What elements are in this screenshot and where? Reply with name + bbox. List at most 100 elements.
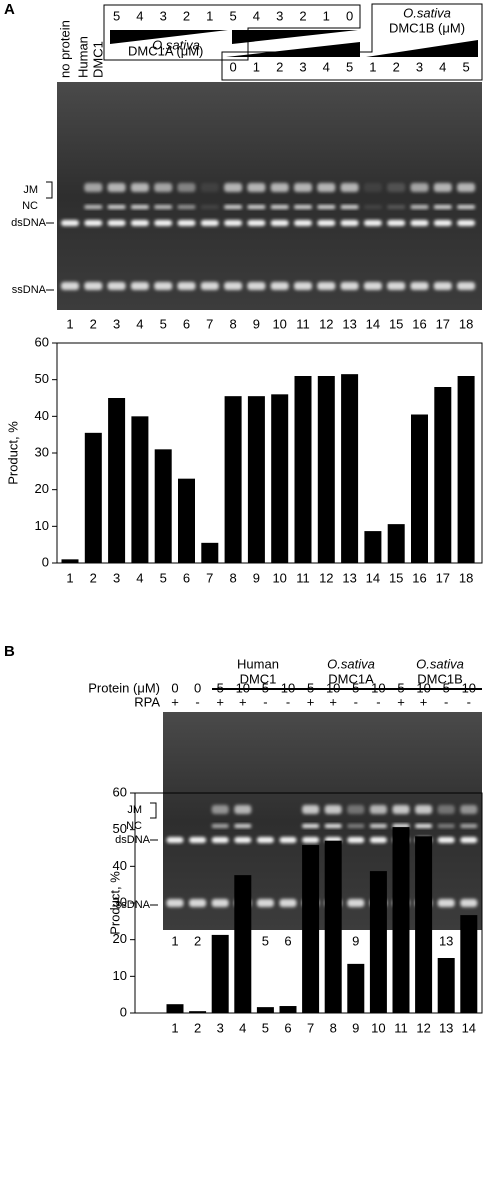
group-label: DMC1B [417,671,463,686]
conc-label: 5 [462,59,469,74]
y-tick-label: 10 [35,518,49,533]
band-ssdna [363,282,382,290]
x-tick-label: 15 [389,570,403,585]
band-jm [294,183,312,192]
conc-label: 3 [160,8,167,23]
group-label: O.sativa [403,5,451,20]
band-ssdna [317,282,336,290]
band-nc [410,205,429,209]
bar [415,836,433,1013]
y-tick-label: 40 [35,408,49,423]
band-nc [340,205,359,209]
bar [178,478,195,563]
x-tick-label: 8 [330,1020,337,1035]
conc-label: 5 [346,59,353,74]
y-tick-label: 60 [113,784,127,799]
protein-label: 10 [281,680,295,695]
x-tick-label: 11 [394,1020,408,1035]
lane-number: 6 [284,933,291,948]
band-nc [369,824,387,828]
y-tick-label: 0 [120,1004,127,1019]
band-nc [154,205,173,209]
conc-label: 2 [276,59,283,74]
rpa-label: - [195,694,199,709]
x-tick-label: 12 [319,570,333,585]
x-tick-label: 11 [296,570,310,585]
conc-label: 3 [416,59,423,74]
bar [369,871,387,1013]
lane-number: 18 [459,316,473,331]
x-tick-label: 14 [366,570,380,585]
row-label: RPA [134,694,160,709]
bar [294,376,312,563]
band-jm [130,183,149,192]
conc-label: 4 [323,59,330,74]
band-nc [317,205,336,209]
lane-number: 1 [66,316,73,331]
lane-number: 13 [439,933,453,948]
band-ssdna [224,282,243,290]
band-dsdna [460,837,478,843]
band-dsdna [457,220,476,226]
x-tick-label: 9 [253,570,260,585]
bar [302,845,320,1013]
x-tick-label: 13 [342,570,356,585]
band-nc [107,205,126,209]
band-ssdna [387,282,406,290]
band-dsdna [224,220,243,226]
band-nc [363,205,382,209]
protein-label: 5 [352,680,359,695]
x-tick-label: 14 [462,1020,476,1035]
y-tick-label: 20 [35,481,49,496]
lane-number: 6 [183,316,190,331]
band-jm [154,183,173,192]
band-jm [84,183,103,192]
conc-label: 4 [136,8,143,23]
bar [341,374,359,563]
y-tick-label: 40 [113,858,127,873]
band-ssdna [256,899,274,907]
lane-number: 8 [229,316,236,331]
x-tick-label: 10 [272,570,286,585]
band-nc [433,205,452,209]
band-nc [415,824,433,828]
band-ssdna [211,899,229,907]
band-nc [234,824,252,828]
band-jm [437,805,455,814]
band-nc [460,824,478,828]
rpa-label: + [397,694,405,709]
bar [234,875,252,1013]
band-ssdna [130,282,149,290]
band-nc [294,205,312,209]
gel-label: dsDNA [115,834,151,846]
conc-label: 1 [323,8,330,23]
y-tick-label: 30 [35,444,49,459]
lane-number: 16 [412,316,426,331]
conc-label: 2 [183,8,190,23]
x-tick-label: 18 [459,570,473,585]
band-nc [324,824,342,828]
band-ssdna [107,282,126,290]
bar [84,432,102,563]
y-tick-label: 30 [113,894,127,909]
band-jm [324,805,342,814]
rpa-label: + [420,694,428,709]
bar [364,531,382,563]
row-label: Protein (μM) [88,680,160,695]
wedge [110,30,228,44]
gel-image [57,82,482,310]
bar [387,524,405,563]
lane-number: 9 [352,933,359,948]
lane-number: 15 [389,316,403,331]
protein-label: 5 [443,680,450,695]
band-jm [387,183,406,192]
x-tick-label: 6 [284,1020,291,1035]
band-ssdna [189,899,207,907]
gel-label: JM [23,184,38,196]
x-tick-label: 7 [307,1020,314,1035]
protein-label: 0 [194,680,201,695]
protein-label: 10 [236,680,250,695]
lane-number: 7 [206,316,213,331]
conc-label: 3 [276,8,283,23]
band-nc [177,205,196,209]
